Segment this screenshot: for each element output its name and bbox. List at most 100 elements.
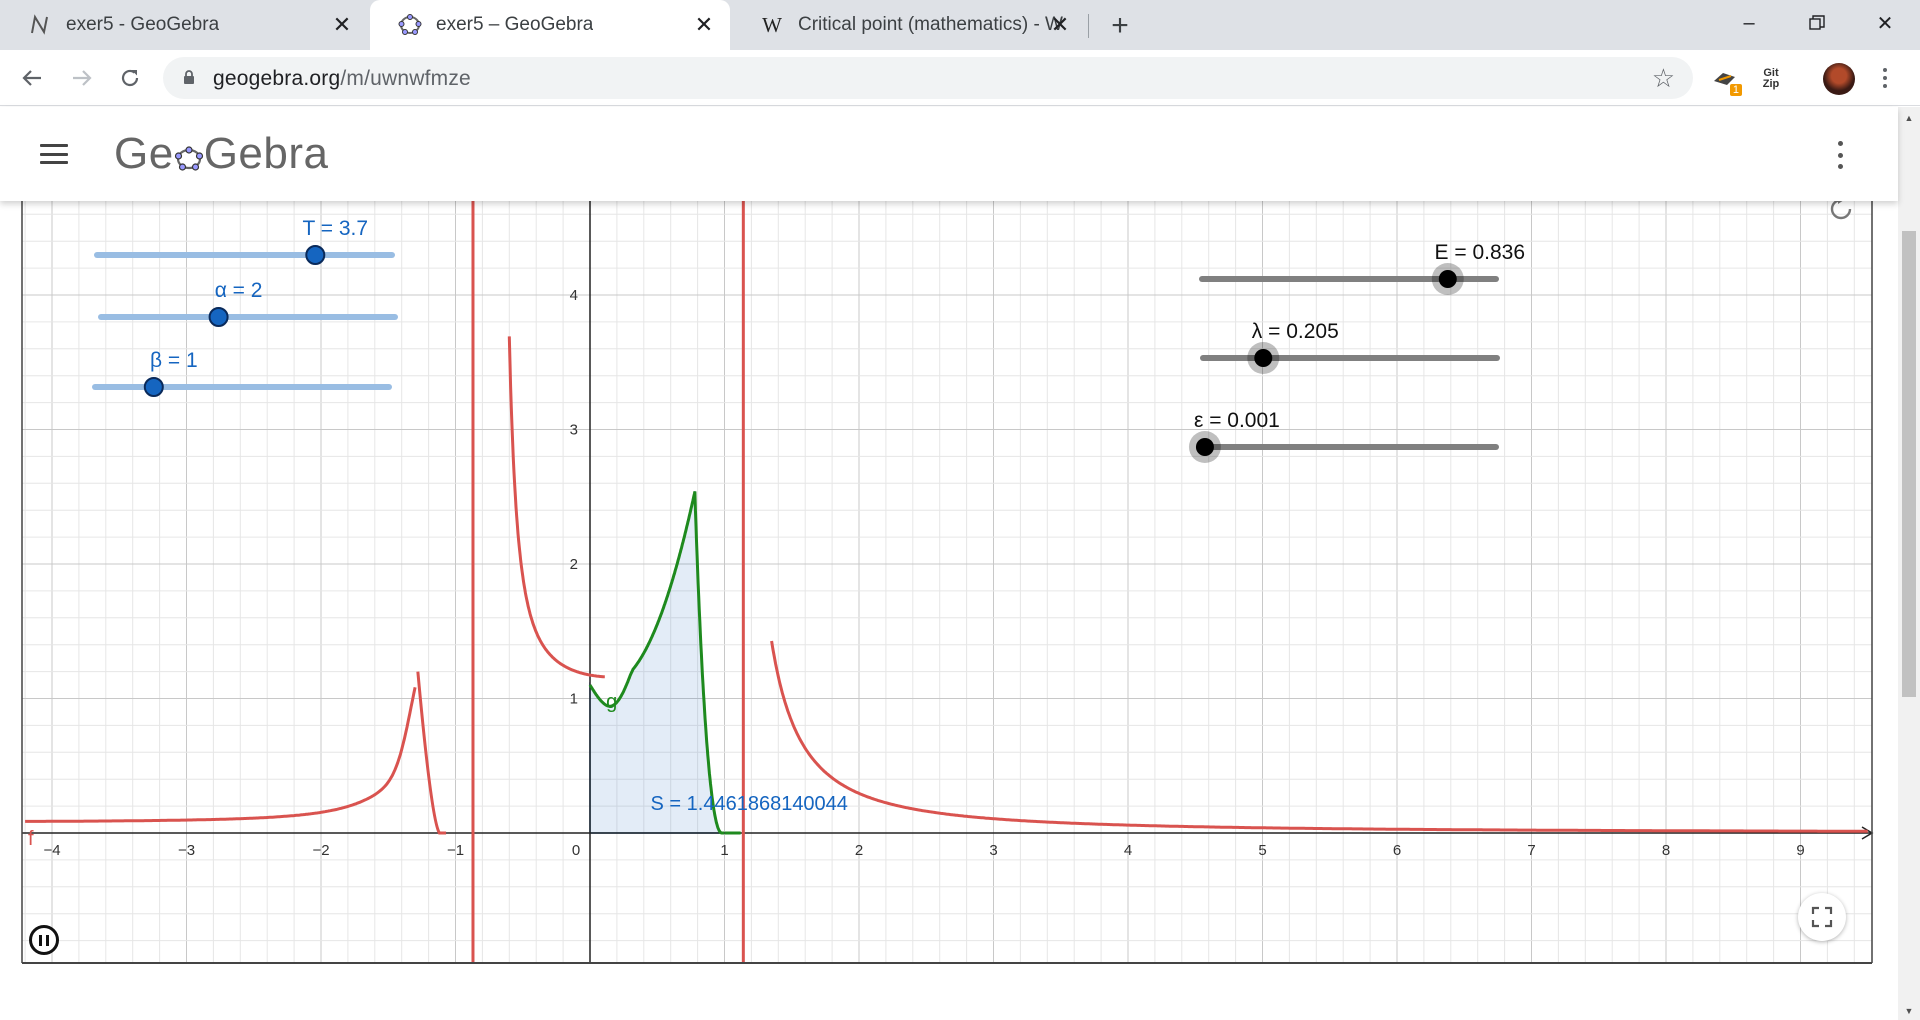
x-tick-label: −4 xyxy=(43,842,60,859)
logo-text-right: Gebra xyxy=(203,129,329,178)
graphics-view[interactable]: −4 −3 −2 −1 0 1 2 3 4 5 6 7 8 9 1 2 3 4 f g S = 1.4461868140… xyxy=(0,196,1898,1020)
geogebra-ring-icon xyxy=(174,146,203,171)
y-tick-label: 2 xyxy=(570,556,578,573)
fullscreen-button[interactable] xyxy=(1798,893,1846,941)
bookmark-star-icon[interactable]: ☆ xyxy=(1651,63,1675,93)
area-S-label: S = 1.4461868140044 xyxy=(651,793,848,815)
slider-knob xyxy=(1438,270,1457,288)
scroll-down-icon[interactable]: ▼ xyxy=(1904,1006,1914,1016)
slider-T[interactable]: T = 3.7 xyxy=(94,217,395,265)
x-tick-label: 7 xyxy=(1527,842,1535,859)
gitzip-extension-icon[interactable]: Git Zip xyxy=(1754,62,1788,96)
x-tick-label: 0 xyxy=(572,842,580,859)
x-tick-label: −1 xyxy=(447,842,464,859)
x-tick-label: 1 xyxy=(720,842,728,859)
gitzip-line1: Git xyxy=(1763,67,1779,79)
sliders: T = 3.7 α = 2 β = 1 E = 0.836 λ = 0.205 ε = 0… xyxy=(92,217,1526,463)
curves xyxy=(25,201,1868,963)
logo-text-left: Ge xyxy=(114,129,174,178)
close-window-icon[interactable]: ✕ xyxy=(1876,12,1894,35)
profile-avatar[interactable] xyxy=(1823,63,1855,95)
hamburger-menu-icon[interactable] xyxy=(40,144,68,164)
page-scrollbar[interactable]: ▲ ▼ xyxy=(1898,107,1920,1020)
browser-tab-exer5-1[interactable]: exer5 - GeoGebra ✕ xyxy=(0,0,368,50)
geogebra-logo-icon xyxy=(398,13,422,37)
grid xyxy=(22,201,1872,963)
reload-icon[interactable] xyxy=(116,64,144,92)
slider-label: T = 3.7 xyxy=(303,217,369,240)
tab-separator xyxy=(1088,14,1089,38)
curve-f-label: f xyxy=(28,828,34,850)
lock-icon xyxy=(184,70,194,84)
new-tab-icon[interactable]: + xyxy=(1111,9,1129,42)
wikipedia-icon: W xyxy=(762,12,782,37)
tab-title: exer5 - GeoGebra xyxy=(66,14,220,35)
slider-knob xyxy=(208,307,229,327)
url-text: geogebra.org/m/uwnwfmze xyxy=(213,67,471,91)
close-tab-icon[interactable]: ✕ xyxy=(1050,12,1070,37)
tab-title: exer5 – GeoGebra xyxy=(436,14,594,35)
scrollbar-thumb[interactable] xyxy=(1902,231,1916,697)
browser-tab-exer5-2[interactable]: exer5 – GeoGebra ✕ xyxy=(370,0,730,50)
tab-title: Critical point (mathematics) - W xyxy=(798,14,1063,35)
url-omnibox[interactable]: geogebra.org/m/uwnwfmze ☆ xyxy=(163,57,1693,99)
gitzip-line2: Zip xyxy=(1762,78,1780,90)
curve-f-center xyxy=(507,336,605,679)
curve-g-label: g xyxy=(606,691,617,713)
restore-icon[interactable] xyxy=(1794,8,1840,38)
graph-labels: −4 −3 −2 −1 0 1 2 3 4 5 6 7 8 9 1 2 3 4 f g S = 1.4461868140… xyxy=(28,287,1805,859)
slider-label: E = 0.836 xyxy=(1435,241,1526,264)
slider-knob xyxy=(1254,349,1273,367)
slider-label: λ = 0.205 xyxy=(1252,320,1339,343)
x-tick-label: 2 xyxy=(855,842,863,859)
slider-epsilon[interactable]: ε = 0.001 xyxy=(1188,409,1499,463)
slider-lambda[interactable]: λ = 0.205 xyxy=(1200,320,1500,374)
graph-canvas[interactable]: −4 −3 −2 −1 0 1 2 3 4 5 6 7 8 9 1 2 3 4 f g S = 1.4461868140… xyxy=(0,201,1898,1020)
url-host: geogebra.org xyxy=(213,67,341,90)
geogebra-header: Ge Gebra xyxy=(0,107,1898,201)
geogebra-more-icon[interactable] xyxy=(1830,141,1850,169)
geogebra-logo[interactable]: Ge Gebra xyxy=(114,129,329,179)
curve-f-right-tail xyxy=(770,640,1868,833)
x-tick-label: 8 xyxy=(1662,842,1670,859)
x-tick-label: 6 xyxy=(1393,842,1401,859)
geogebra-n-icon xyxy=(28,13,52,37)
curve-g xyxy=(588,491,724,835)
browser-tab-strip: exer5 - GeoGebra ✕ exer5 – GeoGebra ✕ W … xyxy=(0,0,1920,50)
slider-beta[interactable]: β = 1 xyxy=(92,349,392,397)
fullscreen-icon xyxy=(1811,906,1833,928)
minimize-icon[interactable]: – xyxy=(1743,11,1755,34)
scroll-up-icon[interactable]: ▲ xyxy=(1904,113,1914,123)
graph-background xyxy=(22,201,1872,963)
slider-label: ε = 0.001 xyxy=(1194,409,1280,432)
slider-E[interactable]: E = 0.836 xyxy=(1199,241,1526,295)
url-path: /m/uwnwfmze xyxy=(340,67,471,90)
close-tab-icon[interactable]: ✕ xyxy=(332,12,352,37)
pause-animation-button[interactable] xyxy=(29,925,59,955)
back-icon[interactable] xyxy=(18,64,46,92)
x-tick-label: 5 xyxy=(1258,842,1266,859)
slider-knob xyxy=(143,377,164,397)
x-tick-label: −3 xyxy=(178,842,195,859)
curve-f-left-bump xyxy=(25,686,417,823)
slider-knob xyxy=(1195,438,1214,456)
slider-label: β = 1 xyxy=(150,349,198,372)
slider-label: α = 2 xyxy=(215,279,263,302)
x-tick-label: 4 xyxy=(1124,842,1132,859)
x-tick-label: −2 xyxy=(312,842,329,859)
slider-knob xyxy=(305,245,326,265)
y-tick-label: 3 xyxy=(570,422,578,439)
x-tick-label: 9 xyxy=(1796,842,1804,859)
y-tick-label: 4 xyxy=(570,287,578,304)
extension-badge: 1 xyxy=(1729,84,1742,96)
close-tab-icon[interactable]: ✕ xyxy=(694,12,714,37)
address-bar-row: geogebra.org/m/uwnwfmze ☆ 1 Git Zip xyxy=(0,50,1920,106)
x-tick-label: 3 xyxy=(989,842,997,859)
y-tick-label: 1 xyxy=(570,691,578,708)
browser-tab-critical-point[interactable]: W Critical point (mathematics) - W ✕ xyxy=(732,0,1086,50)
curve-f-left-drop xyxy=(416,671,447,835)
slider-alpha[interactable]: α = 2 xyxy=(98,279,398,327)
forward-icon[interactable] xyxy=(68,64,96,92)
extension-todo-icon[interactable]: 1 xyxy=(1708,62,1742,96)
browser-menu-icon[interactable] xyxy=(1875,62,1895,94)
